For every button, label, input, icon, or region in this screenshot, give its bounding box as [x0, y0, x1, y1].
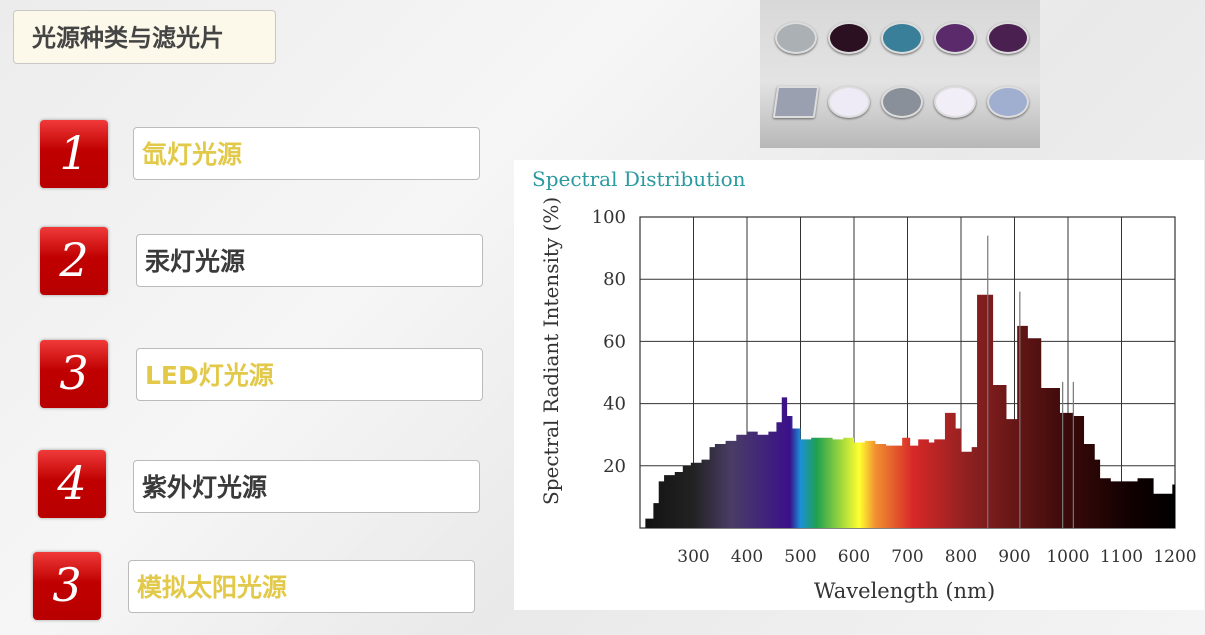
x-tick-label: 1100: [1100, 547, 1143, 567]
x-axis-label: Wavelength (nm): [814, 579, 995, 603]
x-tick-label: 900: [998, 547, 1030, 567]
x-tick-label: 600: [838, 547, 870, 567]
item-number-1: 1: [40, 120, 108, 188]
page-title: 光源种类与滤光片: [13, 10, 276, 64]
filter-swatch: [775, 22, 817, 54]
filter-photo: [760, 0, 1040, 148]
chart-title: Spectral Distribution: [532, 167, 746, 191]
x-tick-label: 1200: [1153, 547, 1196, 567]
y-tick-label: 100: [592, 207, 626, 228]
y-tick-label: 40: [603, 394, 626, 415]
x-tick-label: 1000: [1046, 547, 1089, 567]
x-tick-label: 800: [945, 547, 977, 567]
spectral-chart-svg: Spectral Distribution 300 400 500 600 700 800…: [532, 167, 1197, 603]
item-xenon-lamp: 氙灯光源: [133, 127, 480, 180]
filter-swatch: [987, 86, 1029, 118]
item-led-lamp: LED灯光源: [136, 348, 483, 401]
filter-swatch: [934, 22, 976, 54]
y-tick-label: 80: [603, 269, 626, 290]
y-tick-label: 20: [603, 456, 626, 477]
y-axis-label: Spectral Radiant Intensity (%): [539, 197, 563, 505]
x-tick-label: 300: [677, 547, 709, 567]
item-number-3: 3: [40, 340, 108, 408]
item-mercury-lamp: 汞灯光源: [136, 234, 483, 287]
x-tick-label: 700: [891, 547, 923, 567]
filter-swatch: [881, 86, 923, 118]
filter-swatch: [772, 86, 820, 118]
item-uv-lamp: 紫外灯光源: [133, 460, 480, 513]
filter-swatch: [987, 22, 1029, 54]
filter-swatch: [881, 22, 923, 54]
spectrum-area: [640, 294, 1175, 528]
item-solar-simulator: 模拟太阳光源: [128, 560, 475, 613]
spectral-chart: Spectral Distribution 300 400 500 600 700 800…: [514, 160, 1204, 610]
item-number-2: 2: [40, 227, 108, 295]
filter-swatch: [828, 86, 870, 118]
y-tick-label: 60: [603, 331, 626, 352]
filter-swatch: [828, 22, 870, 54]
filter-swatch: [934, 86, 976, 118]
item-number-5: 3: [33, 552, 101, 620]
x-tick-label: 400: [731, 547, 763, 567]
item-number-4: 4: [38, 450, 106, 518]
x-tick-label: 500: [784, 547, 816, 567]
